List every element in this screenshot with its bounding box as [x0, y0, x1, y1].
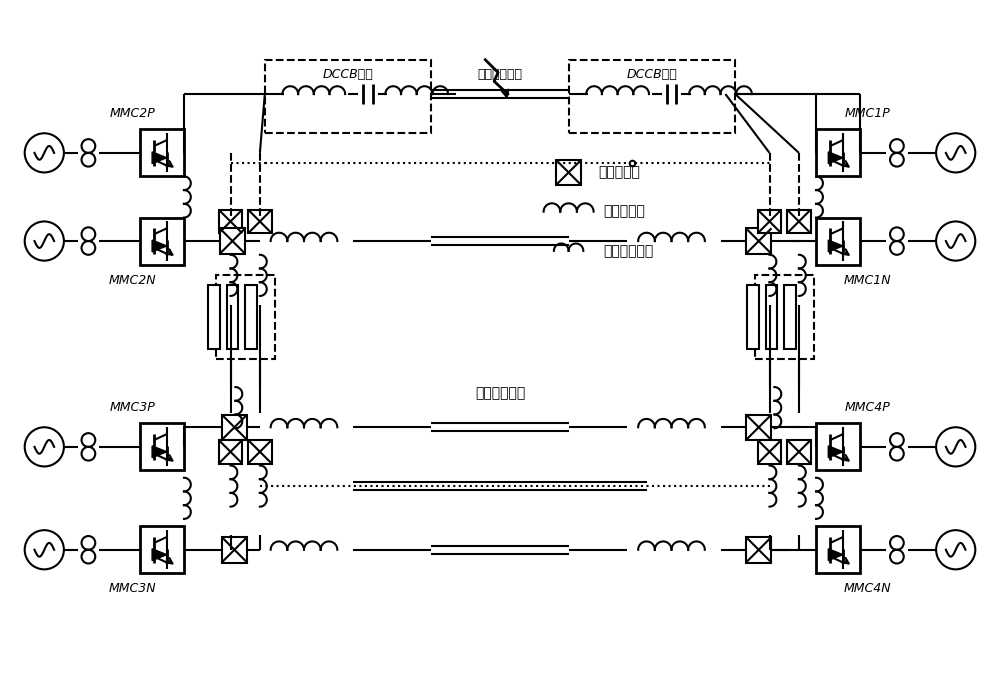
Bar — [758, 440, 781, 464]
Bar — [245, 285, 257, 349]
Bar — [746, 537, 771, 562]
Text: 直流断路器: 直流断路器 — [598, 166, 640, 179]
Bar — [569, 60, 735, 133]
Bar — [556, 160, 581, 185]
Bar — [787, 440, 811, 464]
Bar — [747, 285, 759, 349]
Text: MMC1P: MMC1P — [845, 107, 890, 120]
Bar — [746, 415, 771, 440]
Polygon shape — [152, 152, 167, 163]
Bar — [227, 285, 238, 349]
Bar — [816, 526, 860, 573]
Bar — [208, 285, 220, 349]
Text: MMC2N: MMC2N — [109, 274, 156, 287]
Bar — [746, 228, 771, 254]
Text: MMC3P: MMC3P — [110, 401, 155, 414]
Bar — [248, 210, 272, 233]
Bar — [219, 210, 242, 233]
Polygon shape — [152, 549, 167, 561]
Bar — [140, 129, 184, 176]
Text: MMC4P: MMC4P — [845, 401, 890, 414]
Bar — [222, 537, 247, 562]
Polygon shape — [828, 549, 843, 561]
Bar — [216, 276, 275, 358]
Text: 架空直流线路: 架空直流线路 — [478, 68, 522, 81]
Bar — [787, 210, 811, 233]
Bar — [219, 440, 242, 464]
Polygon shape — [152, 240, 167, 252]
Polygon shape — [828, 240, 843, 252]
Bar — [766, 285, 777, 349]
Text: MMC3N: MMC3N — [109, 583, 156, 596]
Bar — [758, 210, 781, 233]
Bar — [784, 285, 796, 349]
Bar — [220, 228, 245, 254]
Text: 极线电抗器: 极线电抗器 — [603, 205, 645, 219]
Polygon shape — [152, 446, 167, 458]
Polygon shape — [828, 152, 843, 163]
Text: DCCB通路: DCCB通路 — [323, 68, 373, 81]
Bar — [140, 218, 184, 265]
Text: MMC2P: MMC2P — [110, 107, 155, 120]
Bar — [248, 440, 272, 464]
Bar — [222, 415, 247, 440]
Bar — [140, 526, 184, 573]
Bar — [816, 129, 860, 176]
Bar — [816, 423, 860, 471]
Bar — [140, 423, 184, 471]
Polygon shape — [828, 446, 843, 458]
Text: DCCB通路: DCCB通路 — [627, 68, 677, 81]
Text: MMC4N: MMC4N — [844, 583, 891, 596]
Bar — [755, 276, 814, 358]
Bar — [816, 218, 860, 265]
Text: MMC1N: MMC1N — [844, 274, 891, 287]
Bar — [265, 60, 431, 133]
Text: 架空直流线路: 架空直流线路 — [475, 386, 525, 400]
Text: 中性线电抗器: 中性线电抗器 — [603, 244, 653, 258]
